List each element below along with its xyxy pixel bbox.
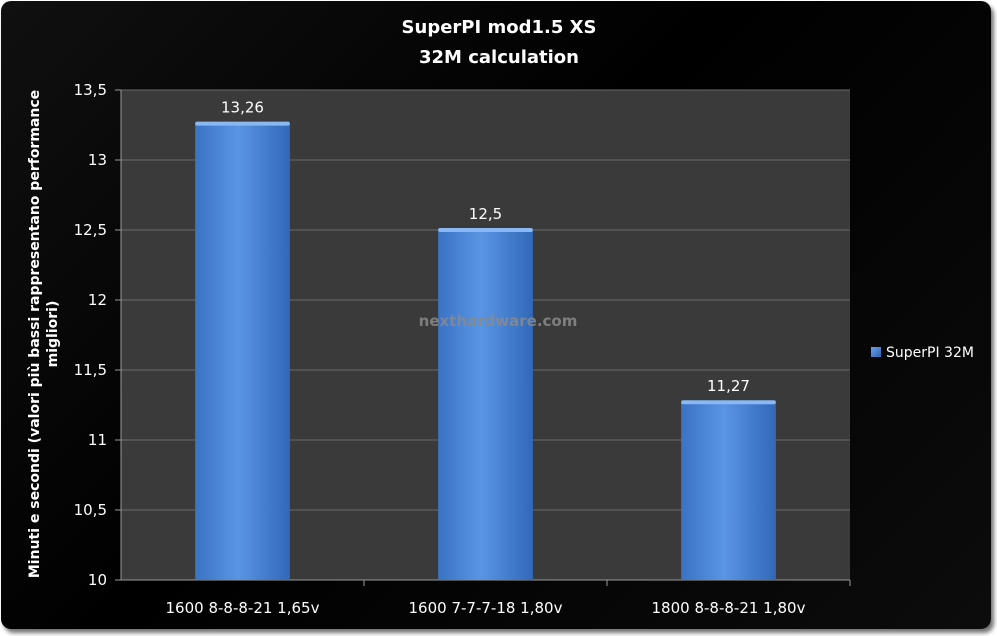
legend: SuperPI 32M	[871, 345, 974, 361]
x-tick-label: 1800 8-8-8-21 1,80v	[652, 599, 806, 617]
data-label: 12,5	[469, 205, 502, 223]
y-tick-label: 11,5	[74, 361, 107, 379]
chart-title: SuperPI mod1.5 XS	[402, 17, 597, 38]
bars	[195, 121, 776, 580]
bar-top-highlight	[438, 228, 533, 232]
y-tick-label: 10,5	[74, 501, 107, 519]
bar-top-highlight	[681, 400, 776, 405]
y-axis-label-line-1: Minuti e secondi (valori più bassi rappr…	[27, 90, 43, 578]
bar	[195, 123, 290, 580]
bar	[681, 402, 776, 580]
watermark: nexthardware.com	[419, 312, 578, 330]
y-tick-label: 10	[88, 571, 107, 589]
data-label: 11,27	[707, 377, 750, 395]
data-labels: 13,26 12,5 11,27	[221, 99, 750, 396]
y-tick-label: 12,5	[74, 221, 107, 239]
legend-swatch	[871, 347, 881, 357]
chart-subtitle: 32M calculation	[419, 47, 579, 68]
x-tick-label: 1600 7-7-7-18 1,80v	[409, 599, 563, 617]
x-tick-labels: 1600 8-8-8-21 1,65v 1600 7-7-7-18 1,80v 18…	[166, 580, 851, 617]
y-tick-label: 13	[88, 151, 107, 169]
y-tick-labels: 10 10,5 11 11,5 12 12,5 13 13,5	[74, 81, 107, 589]
y-tick-label: 11	[88, 431, 107, 449]
y-axis-label-line-2: migliori)	[45, 301, 61, 368]
bar	[438, 230, 533, 580]
y-tick-label: 13,5	[74, 81, 107, 99]
bar-top-highlight	[195, 121, 290, 126]
legend-label: SuperPI 32M	[886, 345, 974, 361]
y-tick-label: 12	[88, 291, 107, 309]
x-tick-label: 1600 8-8-8-21 1,65v	[166, 599, 320, 617]
data-label: 13,26	[221, 99, 264, 117]
y-axis-label: Minuti e secondi (valori più bassi rappr…	[27, 90, 61, 578]
